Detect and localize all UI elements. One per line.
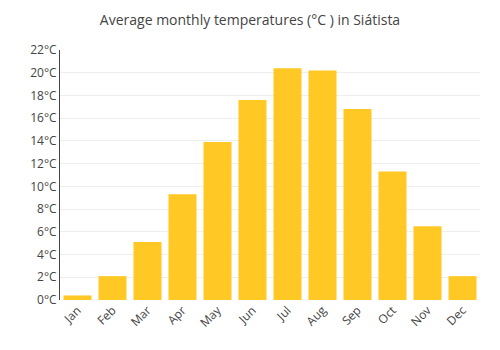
- svg-text:22°C: 22°C: [30, 41, 57, 58]
- svg-text:Oct: Oct: [374, 302, 400, 328]
- svg-text:Average monthly temperatures (: Average monthly temperatures (°C ) in Si…: [100, 10, 400, 29]
- svg-text:Feb: Feb: [93, 302, 119, 328]
- svg-text:10°C: 10°C: [30, 178, 57, 195]
- svg-text:20°C: 20°C: [30, 64, 57, 81]
- svg-text:Jan: Jan: [60, 302, 85, 327]
- svg-text:May: May: [196, 301, 225, 330]
- svg-text:Apr: Apr: [164, 302, 190, 328]
- svg-text:2°C: 2°C: [37, 268, 57, 285]
- svg-text:18°C: 18°C: [30, 87, 57, 104]
- svg-text:Dec: Dec: [443, 302, 470, 329]
- svg-text:Jul: Jul: [272, 302, 294, 324]
- svg-text:8°C: 8°C: [37, 200, 57, 217]
- svg-text:14°C: 14°C: [30, 132, 57, 149]
- svg-text:Aug: Aug: [302, 302, 330, 330]
- svg-text:Nov: Nov: [407, 302, 435, 330]
- svg-text:Sep: Sep: [338, 302, 365, 329]
- svg-text:6°C: 6°C: [37, 223, 57, 240]
- svg-text:Jun: Jun: [234, 302, 259, 327]
- svg-text:12°C: 12°C: [30, 155, 57, 172]
- svg-text:Mar: Mar: [127, 302, 155, 330]
- svg-text:16°C: 16°C: [30, 109, 57, 126]
- svg-text:4°C: 4°C: [37, 246, 57, 263]
- svg-text:0°C: 0°C: [37, 291, 57, 308]
